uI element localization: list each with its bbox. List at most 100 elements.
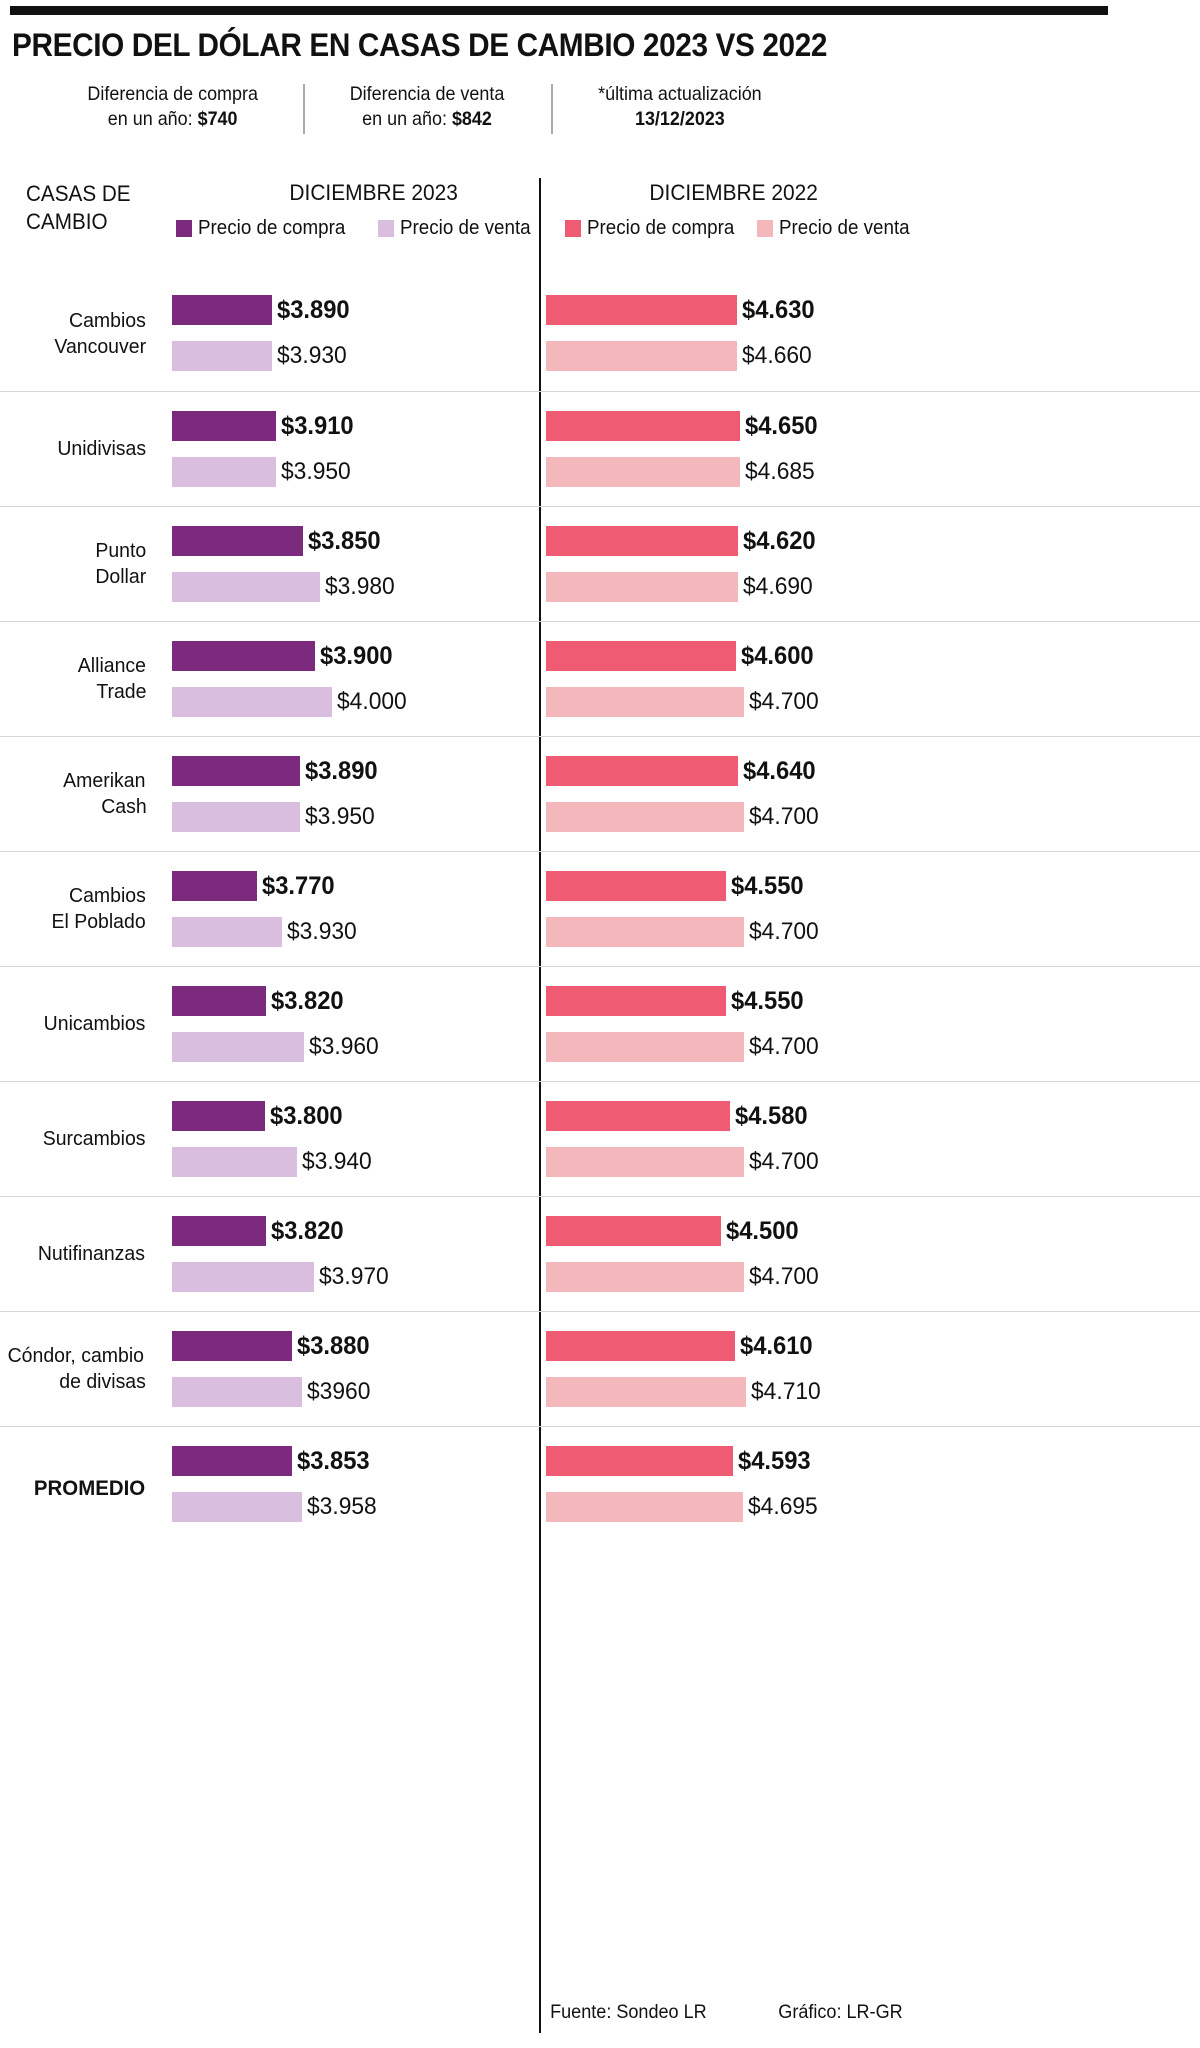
row-label-line2: Vancouver [53, 334, 146, 358]
bar-row-compra-2023: $3.880 [172, 1331, 373, 1361]
bar-row-venta-2022: $4.700 [546, 1147, 822, 1177]
row-label-line1: Surcambios [42, 1127, 146, 1150]
stat-label: Diferencia de compra [87, 83, 258, 105]
bar-venta-2023 [172, 1492, 302, 1522]
bar-row-compra-2022: $4.640 [546, 756, 819, 786]
bar-compra-2022 [546, 1446, 733, 1476]
table-row: Unicambios $3.820 $3.960 $4.550 $4.700 [0, 966, 1200, 1081]
row-label: Cambios El Poblado [0, 852, 152, 966]
bar-value-label: $4.700 [749, 688, 819, 715]
bar-compra-2022 [546, 871, 726, 901]
row-label-line1: Unicambios [43, 1012, 146, 1035]
bar-compra-2022 [546, 411, 740, 441]
column-header: CASAS DE CAMBIO DICIEMBRE 2023 DICIEMBRE… [0, 172, 1200, 276]
bar-row-venta-2023: $3.950 [172, 457, 354, 487]
bars-dic-2022: $4.620 $4.690 [546, 507, 1106, 621]
bar-venta-2022 [546, 341, 737, 371]
row-header-line1: CASAS DE [26, 181, 131, 206]
bar-value-label: $3.980 [325, 573, 395, 600]
table-row: Alliance Trade $3.900 $4.000 $4.600 $4.700 [0, 621, 1200, 736]
bar-value-label: $4.550 [731, 872, 804, 900]
row-label-line1: Punto [95, 539, 147, 562]
bar-value-label: $4.700 [749, 803, 819, 830]
bars-dic-2022: $4.630 $4.660 [546, 276, 1106, 391]
footer-source: Fuente: Sondeo LR [550, 2002, 707, 2023]
bars-dic-2023: $3.910 $3.950 [172, 392, 532, 506]
row-header-line2: CAMBIO [26, 209, 108, 234]
bar-value-label: $4.700 [749, 918, 819, 945]
row-label: Surcambios [0, 1082, 152, 1196]
bar-row-compra-2023: $3.853 [172, 1446, 373, 1476]
bar-row-venta-2022: $4.700 [546, 687, 822, 717]
bars-dic-2022: $4.550 $4.700 [546, 967, 1106, 1081]
bar-row-compra-2022: $4.500 [546, 1216, 802, 1246]
bar-value-label: $4.700 [749, 1148, 819, 1175]
bar-row-compra-2023: $3.910 [172, 411, 357, 441]
table-row: Unidivisas $3.910 $3.950 $4.650 $4.685 [0, 391, 1200, 506]
bar-value-label: $3960 [307, 1378, 371, 1405]
bar-value-label: $3.880 [297, 1332, 370, 1360]
stat-value: $740 [197, 108, 238, 130]
bar-row-venta-2023: $3.960 [172, 1032, 382, 1062]
row-label-line2: Trade [96, 680, 147, 703]
bar-row-compra-2023: $3.850 [172, 526, 384, 556]
legend-2022-compra: Precio de compra [565, 216, 744, 240]
bar-row-compra-2022: $4.650 [546, 411, 821, 441]
bar-value-label: $4.000 [337, 688, 407, 715]
bar-compra-2022 [546, 1101, 730, 1131]
row-label: PROMEDIO [0, 1427, 152, 1548]
bar-compra-2023 [172, 1101, 265, 1131]
legend-label: Precio de compra [587, 217, 735, 239]
stat-prefix: en un año: [107, 108, 198, 130]
bar-row-venta-2023: $3.980 [172, 572, 398, 602]
bars-dic-2023: $3.820 $3.960 [172, 967, 532, 1081]
stat-ultima-actualizacion: *última actualización 13/12/2023 [598, 82, 762, 132]
row-label: Punto Dollar [0, 507, 152, 621]
bars-dic-2023: $3.890 $3.930 [172, 276, 532, 391]
bar-compra-2022 [546, 756, 738, 786]
stat-value-line: en un año: $740 [87, 107, 258, 132]
table-row: Cóndor, cambio de divisas $3.880 $3960 $4.61… [0, 1311, 1200, 1426]
bars-dic-2022: $4.640 $4.700 [546, 737, 1106, 851]
bar-row-venta-2023: $3.930 [172, 917, 360, 947]
legend-swatch-red-light-icon [757, 219, 773, 237]
row-label-line2: de divisas [59, 1370, 146, 1393]
bars-dic-2022: $4.593 $4.695 [546, 1427, 1106, 1548]
bar-row-compra-2023: $3.900 [172, 641, 396, 671]
row-header-title: CASAS DE CAMBIO [26, 180, 167, 236]
bar-venta-2023 [172, 917, 282, 947]
row-label: Alliance Trade [0, 622, 152, 736]
bar-compra-2023 [172, 641, 315, 671]
stat-diferencia-venta: Diferencia de venta en un año: $842 [350, 82, 505, 132]
bar-compra-2022 [546, 986, 726, 1016]
stat-label: *última actualización [598, 83, 763, 105]
bar-venta-2023 [172, 1377, 302, 1407]
bar-value-label: $4.580 [735, 1102, 808, 1130]
bar-value-label: $3.770 [262, 872, 335, 900]
bar-venta-2023 [172, 572, 320, 602]
legend-2023-venta: Precio de venta [378, 216, 539, 240]
bar-value-label: $3.800 [270, 1102, 343, 1130]
row-label-line1: Alliance [77, 654, 147, 677]
row-label-line2: Cash [101, 795, 147, 818]
bar-value-label: $4.593 [738, 1447, 811, 1475]
bar-venta-2022 [546, 802, 744, 832]
bar-value-label: $3.910 [281, 412, 354, 440]
legend-swatch-red-dark-icon [565, 219, 581, 237]
bar-compra-2023 [172, 1331, 292, 1361]
bar-value-label: $4.640 [743, 757, 816, 785]
table-row: Amerikan Cash $3.890 $3.950 $4.640 $4.700 [0, 736, 1200, 851]
stat-value-line: en un año: $842 [350, 107, 505, 132]
bar-row-venta-2022: $4.700 [546, 917, 822, 947]
bar-row-compra-2022: $4.593 [546, 1446, 814, 1476]
bar-venta-2022 [546, 457, 740, 487]
bar-value-label: $3.853 [297, 1447, 370, 1475]
bar-venta-2022 [546, 917, 744, 947]
bar-value-label: $4.620 [743, 527, 816, 555]
bar-row-compra-2023: $3.820 [172, 986, 347, 1016]
bar-value-label: $3.950 [281, 458, 351, 485]
bar-value-label: $3.820 [271, 1217, 344, 1245]
row-label-line1: Amerikan [63, 769, 146, 792]
row-label-line2: El Poblado [51, 910, 146, 933]
bar-row-venta-2022: $4.700 [546, 1262, 822, 1292]
